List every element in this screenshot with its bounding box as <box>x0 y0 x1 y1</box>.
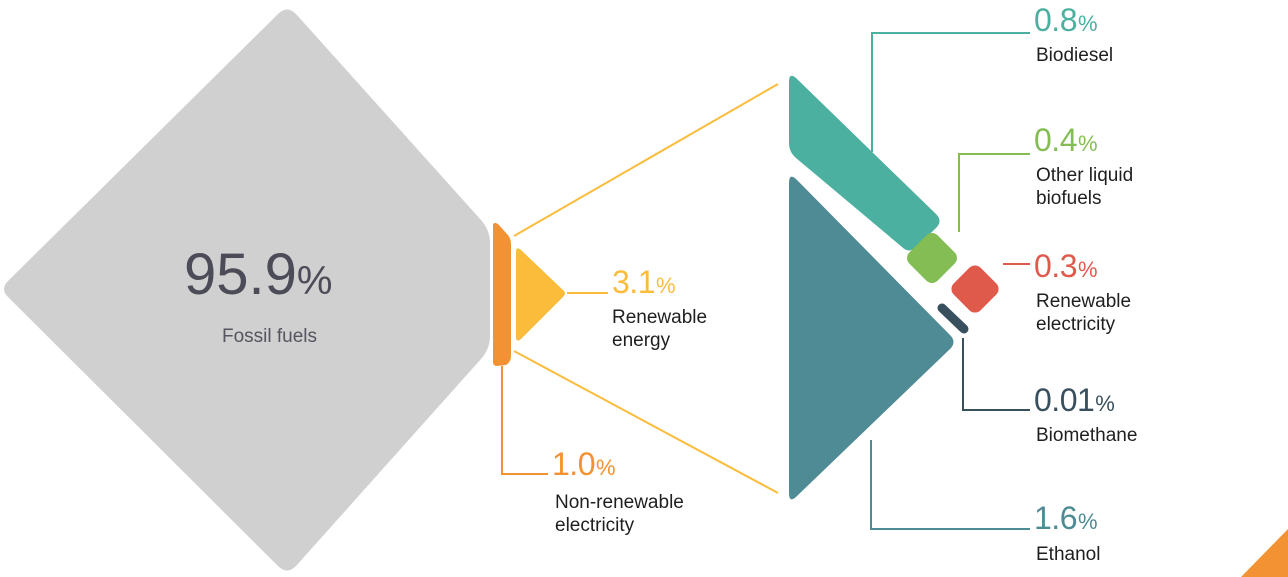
connector-biodiesel <box>871 32 1030 152</box>
renewable-energy-number: 3.1 <box>612 264 655 300</box>
renewable-energy-label: Renewable energy <box>612 306 707 352</box>
renewable-electricity-label: Renewable electricity <box>1036 290 1131 336</box>
connector-ethanol <box>870 440 1030 530</box>
biomethane-label: Biomethane <box>1036 425 1138 446</box>
connector-non-renewable <box>501 366 548 475</box>
renewable-electricity-number: 0.3 <box>1034 248 1077 284</box>
guide-line-top <box>513 83 779 237</box>
fossil-fuels-shape <box>4 9 490 571</box>
non-renewable-electricity-label-line2: electricity <box>555 515 635 536</box>
biodiesel-number: 0.8 <box>1034 2 1077 38</box>
renewable-electricity-unit: % <box>1077 257 1098 282</box>
other-liquid-biofuels-number: 0.4 <box>1034 122 1077 158</box>
fossil-fuels-number: 95.9 <box>184 242 297 307</box>
renewable-electricity-shape <box>951 265 999 313</box>
renewable-energy-label-line2: energy <box>612 330 671 351</box>
biomethane-number: 0.01 <box>1034 382 1095 418</box>
non-renewable-electricity-number: 1.0 <box>552 446 595 482</box>
other-liquid-biofuels-label-line1: Other liquid <box>1036 165 1134 186</box>
ethanol-value: 1.6% <box>1034 502 1098 534</box>
non-renewable-electricity-label-line1: Non-renewable <box>555 492 684 513</box>
ethanol-number: 1.6 <box>1034 500 1077 536</box>
fossil-fuels-unit: % <box>296 259 333 303</box>
renewable-electricity-label-line2: electricity <box>1036 314 1116 335</box>
non-renewable-electricity-shape <box>493 223 511 366</box>
renewable-energy-shape <box>516 248 565 341</box>
renewable-energy-value: 3.1% <box>612 266 676 298</box>
connector-other-liquid <box>958 153 1030 232</box>
ethanol-shape <box>789 176 954 500</box>
renewable-energy-label-line1: Renewable <box>612 307 708 328</box>
renewable-electricity-label-line1: Renewable <box>1036 291 1132 312</box>
other-liquid-biofuels-value: 0.4% <box>1034 124 1098 156</box>
non-renewable-electricity-label: Non-renewable electricity <box>555 491 684 537</box>
biodiesel-unit: % <box>1077 11 1098 36</box>
biomethane-unit: % <box>1095 391 1115 416</box>
corner-accent-shape <box>1241 529 1288 577</box>
connector-biomethane <box>962 338 1030 411</box>
other-liquid-biofuels-label-line2: biofuels <box>1036 188 1102 209</box>
ethanol-label: Ethanol <box>1036 544 1101 565</box>
other-liquid-biofuels-label: Other liquid biofuels <box>1036 164 1133 210</box>
renewable-energy-unit: % <box>655 273 676 298</box>
fossil-fuels-label: Fossil fuels <box>222 326 318 347</box>
biodiesel-label: Biodiesel <box>1036 45 1114 66</box>
biomethane-value: 0.01% <box>1034 384 1115 416</box>
other-liquid-biofuels-shape <box>907 233 957 283</box>
non-renewable-electricity-unit: % <box>595 455 616 480</box>
non-renewable-electricity-value: 1.0% <box>552 448 616 480</box>
biodiesel-shape <box>789 75 940 251</box>
other-liquid-biofuels-unit: % <box>1077 131 1098 156</box>
guide-line-bottom <box>513 350 779 494</box>
fossil-fuels-value: 95.9% <box>184 246 332 304</box>
biomethane-shape <box>937 303 969 334</box>
renewable-electricity-value: 0.3% <box>1034 250 1098 282</box>
biodiesel-value: 0.8% <box>1034 4 1098 36</box>
ethanol-unit: % <box>1077 509 1098 534</box>
